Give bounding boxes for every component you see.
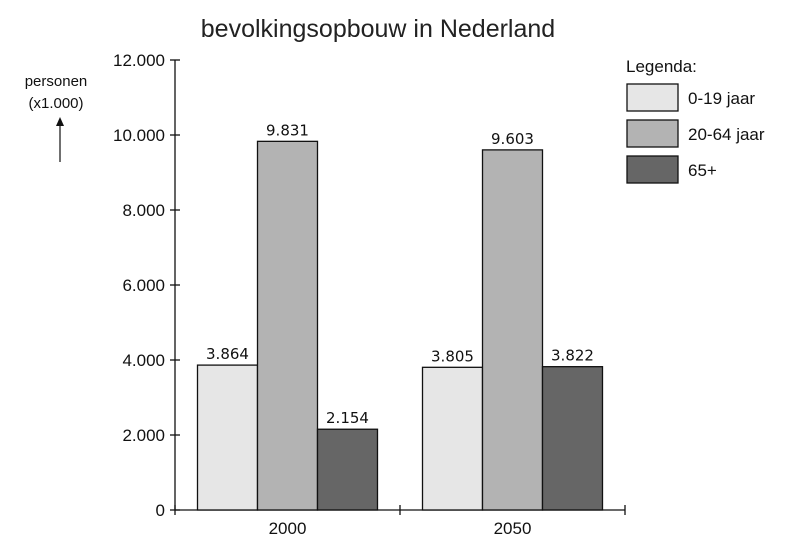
y-axis-title-line-2: (x1.000) (28, 95, 83, 112)
bar-value-label: 9.831 (266, 121, 309, 139)
x-tick-label: 2000 (269, 519, 307, 536)
bar (316, 428, 379, 511)
bar-value-label: 3.822 (551, 347, 594, 365)
y-tick-label: 2.000 (122, 426, 165, 445)
legend: Legenda: 0-19 jaar 20-64 jaar 65+ (626, 57, 765, 184)
bar (421, 366, 484, 511)
bar (196, 364, 259, 511)
legend-label: 0-19 jaar (688, 89, 755, 108)
legend-swatch (626, 119, 679, 148)
bar-value-label: 9.603 (491, 130, 534, 148)
legend-label: 20-64 jaar (688, 125, 765, 144)
bars: 3.864 9.831 2.154 3.805 9.603 3.822 (196, 121, 604, 511)
x-tick-label: 2050 (494, 519, 532, 536)
y-tick-label: 8.000 (122, 201, 165, 220)
y-tick-label: 6.000 (122, 276, 165, 295)
y-tick-label: 0 (156, 501, 165, 520)
y-tick-label: 4.000 (122, 351, 165, 370)
bar (541, 366, 604, 511)
legend-swatch (626, 83, 679, 112)
bar (481, 149, 544, 511)
y-axis-title-line-1: personen (25, 73, 88, 90)
y-tick-label: 10.000 (113, 126, 165, 145)
chart-title: bevolkingsopbouw in Nederland (201, 15, 555, 43)
y-axis-title-arrowhead (56, 117, 64, 126)
legend-label: 65+ (688, 161, 717, 180)
legend-swatch (626, 155, 679, 184)
bar-value-label: 2.154 (326, 409, 369, 427)
legend-title: Legenda: (626, 57, 697, 76)
y-axis: 0 2.000 4.000 6.000 8.000 10.000 12.000 (113, 51, 180, 520)
bar-value-label: 3.864 (206, 345, 249, 363)
bar-value-label: 3.805 (431, 347, 474, 365)
y-axis-title: personen (x1.000) (25, 73, 88, 162)
y-tick-label: 12.000 (113, 51, 165, 70)
bar (256, 140, 319, 511)
